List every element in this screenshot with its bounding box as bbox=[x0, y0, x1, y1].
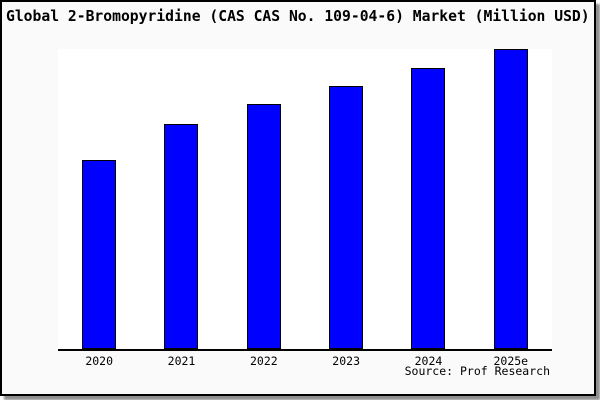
bar-slot-2025e bbox=[470, 49, 552, 349]
bar-2023 bbox=[329, 85, 364, 349]
bar-2025e bbox=[493, 49, 528, 349]
plot-area bbox=[58, 49, 552, 351]
bar-2022 bbox=[246, 104, 281, 349]
bar-slot-2020 bbox=[58, 49, 140, 349]
bar-slot-2024 bbox=[387, 49, 469, 349]
bar-slot-2022 bbox=[223, 49, 305, 349]
x-tick-label-2024: 2024 bbox=[414, 354, 443, 368]
bars-container bbox=[58, 49, 552, 349]
x-tick-label-2025e: 2025e bbox=[493, 354, 529, 368]
bar-2024 bbox=[411, 67, 446, 349]
x-tick-label-2020: 2020 bbox=[85, 354, 114, 368]
x-tick-label-2022: 2022 bbox=[249, 354, 278, 368]
bar-slot-2021 bbox=[140, 49, 222, 349]
source-text: Source: Prof Research bbox=[404, 364, 550, 378]
bar-2020 bbox=[82, 160, 117, 349]
bar-2021 bbox=[164, 123, 199, 349]
x-axis-labels: 2020 2021 2022 2023 2024 2025e bbox=[58, 354, 552, 368]
chart-title: Global 2-Bromopyridine (CAS CAS No. 109-… bbox=[6, 8, 590, 25]
bar-slot-2023 bbox=[305, 49, 387, 349]
x-tick-label-2021: 2021 bbox=[167, 354, 196, 368]
x-tick-label-2023: 2023 bbox=[332, 354, 360, 368]
